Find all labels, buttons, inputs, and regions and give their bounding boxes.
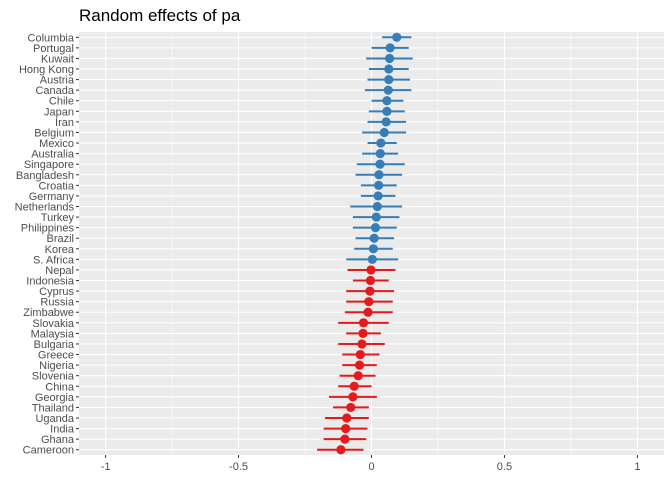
point-estimate bbox=[357, 339, 367, 349]
point-estimate bbox=[374, 180, 384, 190]
y-tick-label: Russia bbox=[40, 297, 75, 309]
point-estimate bbox=[392, 32, 402, 42]
y-tick-label: Kuwait bbox=[41, 53, 74, 65]
point-estimate bbox=[349, 381, 359, 391]
point-estimate bbox=[353, 371, 363, 381]
x-tick-label: 0.5 bbox=[497, 461, 512, 473]
point-estimate bbox=[374, 170, 384, 180]
y-tick-label: Brazil bbox=[46, 233, 74, 245]
y-tick-label: Turkey bbox=[41, 212, 75, 224]
point-estimate bbox=[384, 74, 394, 85]
y-tick-label: Japan bbox=[44, 106, 74, 118]
y-tick-label: Canada bbox=[35, 85, 74, 97]
y-tick-label: Ghana bbox=[41, 434, 75, 446]
point-estimate bbox=[368, 244, 378, 254]
y-tick-label: Croatia bbox=[39, 180, 75, 192]
point-estimate bbox=[336, 445, 346, 455]
y-tick-label: India bbox=[50, 424, 75, 436]
point-estimate bbox=[365, 286, 375, 296]
point-estimate bbox=[348, 392, 358, 402]
point-estimate bbox=[371, 212, 381, 222]
point-estimate bbox=[341, 423, 351, 434]
point-estimate bbox=[376, 138, 386, 148]
y-tick-label: Bulgaria bbox=[34, 339, 75, 351]
y-tick-label: Zimbabwe bbox=[23, 307, 74, 319]
y-tick-label: Austria bbox=[40, 75, 75, 87]
point-estimate bbox=[382, 96, 392, 106]
x-tick-label: -0.5 bbox=[229, 461, 248, 473]
y-tick-label: Singapore bbox=[24, 159, 74, 171]
point-estimate bbox=[384, 64, 394, 74]
point-estimate bbox=[367, 254, 377, 264]
x-tick-label: -1 bbox=[101, 461, 111, 473]
point-estimate bbox=[381, 117, 391, 127]
point-estimate bbox=[383, 85, 393, 95]
x-axis: -1 -0.5 0 0.5 1 bbox=[101, 455, 640, 473]
point-estimate bbox=[370, 223, 381, 233]
y-tick-label: Nigeria bbox=[39, 360, 75, 372]
y-tick-label: Belgium bbox=[34, 127, 74, 139]
y-tick-label: Iran bbox=[55, 117, 74, 129]
y-tick-label: Netherlands bbox=[15, 201, 75, 213]
y-tick-label: Uganda bbox=[35, 413, 74, 425]
point-estimate bbox=[373, 191, 383, 201]
point-estimate bbox=[375, 159, 385, 169]
point-estimate bbox=[342, 413, 352, 423]
point-estimate bbox=[375, 149, 385, 159]
y-tick-label: Bangladesh bbox=[16, 170, 74, 182]
y-tick-label: China bbox=[45, 381, 75, 393]
y-tick-label: Slovakia bbox=[32, 318, 74, 330]
point-estimate bbox=[358, 318, 369, 328]
y-tick-label: Mexico bbox=[39, 138, 74, 150]
point-estimate bbox=[365, 275, 376, 286]
point-estimate bbox=[379, 127, 389, 138]
y-tick-label: Georgia bbox=[35, 392, 75, 404]
point-estimate bbox=[358, 328, 368, 338]
x-tick-label: 0 bbox=[368, 461, 374, 473]
x-tick-label: 1 bbox=[634, 461, 640, 473]
y-tick-label: Columbia bbox=[28, 32, 75, 44]
y-tick-label: Slovenia bbox=[32, 371, 75, 383]
point-estimate bbox=[340, 434, 350, 444]
y-tick-label: Australia bbox=[31, 149, 75, 161]
y-tick-label: Portugal bbox=[33, 43, 74, 55]
point-estimate bbox=[382, 106, 392, 116]
grid-minor bbox=[171, 32, 572, 455]
point-estimate bbox=[354, 360, 365, 370]
y-tick-label: Hong Kong bbox=[19, 64, 74, 76]
point-estimate bbox=[355, 349, 365, 360]
point-estimate bbox=[384, 53, 395, 64]
point-estimate bbox=[369, 233, 379, 243]
y-tick-label: Indonesia bbox=[26, 276, 75, 288]
y-tick-label: Germany bbox=[29, 191, 75, 203]
y-tick-label: Nepal bbox=[45, 265, 74, 277]
y-tick-label: Cameroon bbox=[23, 445, 74, 457]
points bbox=[336, 32, 402, 455]
point-estimate bbox=[366, 265, 376, 275]
y-tick-label: Thailand bbox=[32, 402, 74, 414]
point-estimate bbox=[364, 297, 374, 307]
point-estimate bbox=[363, 307, 373, 317]
y-tick-label: Cyprus bbox=[39, 286, 74, 298]
point-estimate bbox=[372, 201, 382, 212]
y-tick-label: Malaysia bbox=[31, 328, 75, 340]
y-tick-label: S. Africa bbox=[33, 254, 75, 266]
y-tick-label: Chile bbox=[49, 96, 74, 108]
y-tick-label: Greece bbox=[38, 350, 74, 362]
y-tick-label: Korea bbox=[45, 244, 75, 256]
point-estimate bbox=[346, 402, 356, 413]
y-tick-label: Philippines bbox=[21, 223, 75, 235]
chart-title: Random effects of pa bbox=[79, 6, 241, 25]
point-estimate bbox=[385, 43, 395, 53]
